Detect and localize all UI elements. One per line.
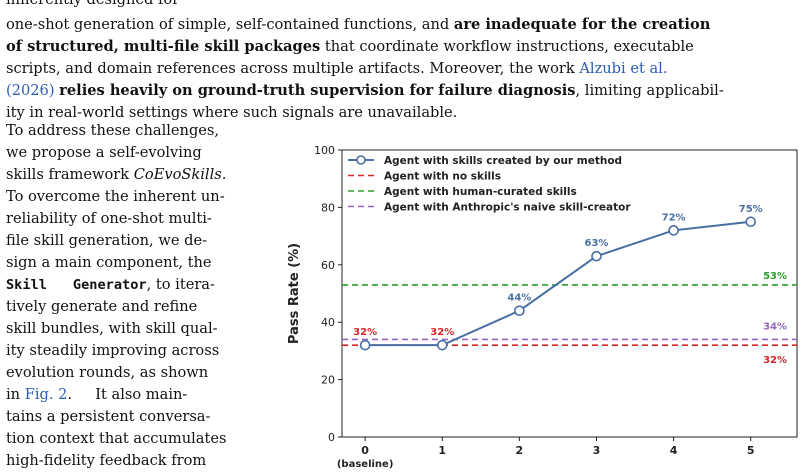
component-name: Generator [72,277,147,293]
text-line: of structured, multi-file skill packages… [6,38,694,55]
data-label: 32% [430,327,454,338]
y-tick-label: 60 [321,259,335,272]
text-line: high-fidelity feedback from [6,452,207,469]
text-line: one-shot generation of simple, self-cont… [6,16,711,33]
y-axis-label: Pass Rate (%) [287,243,302,344]
x-tick-label: 2 [516,444,524,457]
x-tick-label: 0 [361,444,369,457]
y-tick-label: 40 [321,316,335,329]
text-line: To address these challenges, [6,122,220,139]
citation-link[interactable]: Alzubi et al. [579,60,668,77]
data-label: 63% [585,238,609,249]
text-line: Skill Generator, to itera- [6,276,215,293]
data-point [359,339,371,351]
reference-value-label: 53% [763,271,787,282]
legend-label: Agent with no skills [384,171,501,183]
text-line: evolution rounds, as shown [6,364,209,381]
series-line [365,220,751,347]
data-point [668,225,679,236]
framework-name: CoEvoSkills [133,166,222,183]
y-tick-label: 0 [328,431,335,444]
data-point [436,339,448,351]
text-line: ity in real-world settings where such si… [6,104,458,121]
x-tick-label: 5 [747,444,755,457]
legend-label: Agent with Anthropic's naive skill-creat… [384,202,631,214]
text-line: tion context that accumulates [6,430,227,447]
legend-marker [356,155,366,165]
y-tick-label: 100 [314,144,335,157]
plot-frame [341,149,798,438]
legend-label: Agent with human-curated skills [384,186,577,198]
intro-paragraph: one-shot generation of simple, self-cont… [6,14,802,124]
bold-phrase: relies heavily on ground-truth supervisi… [59,82,576,99]
text-line: ity steadily improving across [6,342,220,359]
data-point [745,216,757,228]
x-tick-label: 3 [593,444,601,457]
y-tick-label: 80 [321,201,335,214]
truncated-text-line: inherently designed for [6,0,179,11]
text-line: tains a persistent conversa- [6,408,211,425]
text-line: sign a main component, the [6,254,212,271]
text-line: tively generate and refine [6,298,198,315]
reference-value-label: 32% [763,355,787,366]
figure-link[interactable]: Fig. 2 [24,386,68,403]
text-line: skills framework CoEvoSkills. [6,166,227,183]
bold-phrase: of structured, multi-file skill packages [6,38,321,55]
text-line: we propose a self-evolving [6,144,202,161]
data-label: 44% [507,293,531,304]
citation-year-link[interactable]: (2026) [6,82,55,99]
text-line: file skill generation, we de- [6,232,208,249]
bold-phrase: are inadequate for the creation [453,16,711,33]
x-tick-label: 1 [438,444,446,457]
data-label: 75% [739,204,763,215]
x-tick-sublabel: (baseline) [337,459,394,470]
text-line: scripts, and domain references across mu… [6,60,668,77]
text-line: reliability of one-shot multi- [6,210,212,227]
legend-label: Agent with skills created by our method [384,155,622,167]
component-name: Skill [6,277,47,293]
data-label: 72% [662,212,686,223]
data-label: 32% [353,327,377,338]
reference-value-label: 34% [763,321,787,332]
data-point [591,250,602,262]
y-tick-label: 20 [321,374,335,387]
text-line: (2026) relies heavily on ground-truth su… [6,82,724,99]
text-line: in Fig. 2. It also main- [6,386,188,403]
data-point [514,305,525,317]
text-line: To overcome the inherent un- [6,188,225,205]
text-line: skill bundles, with skill qual- [6,320,218,337]
wrapped-paragraph: To address these challenges, we propose … [6,120,268,472]
x-tick-label: 4 [670,444,678,457]
